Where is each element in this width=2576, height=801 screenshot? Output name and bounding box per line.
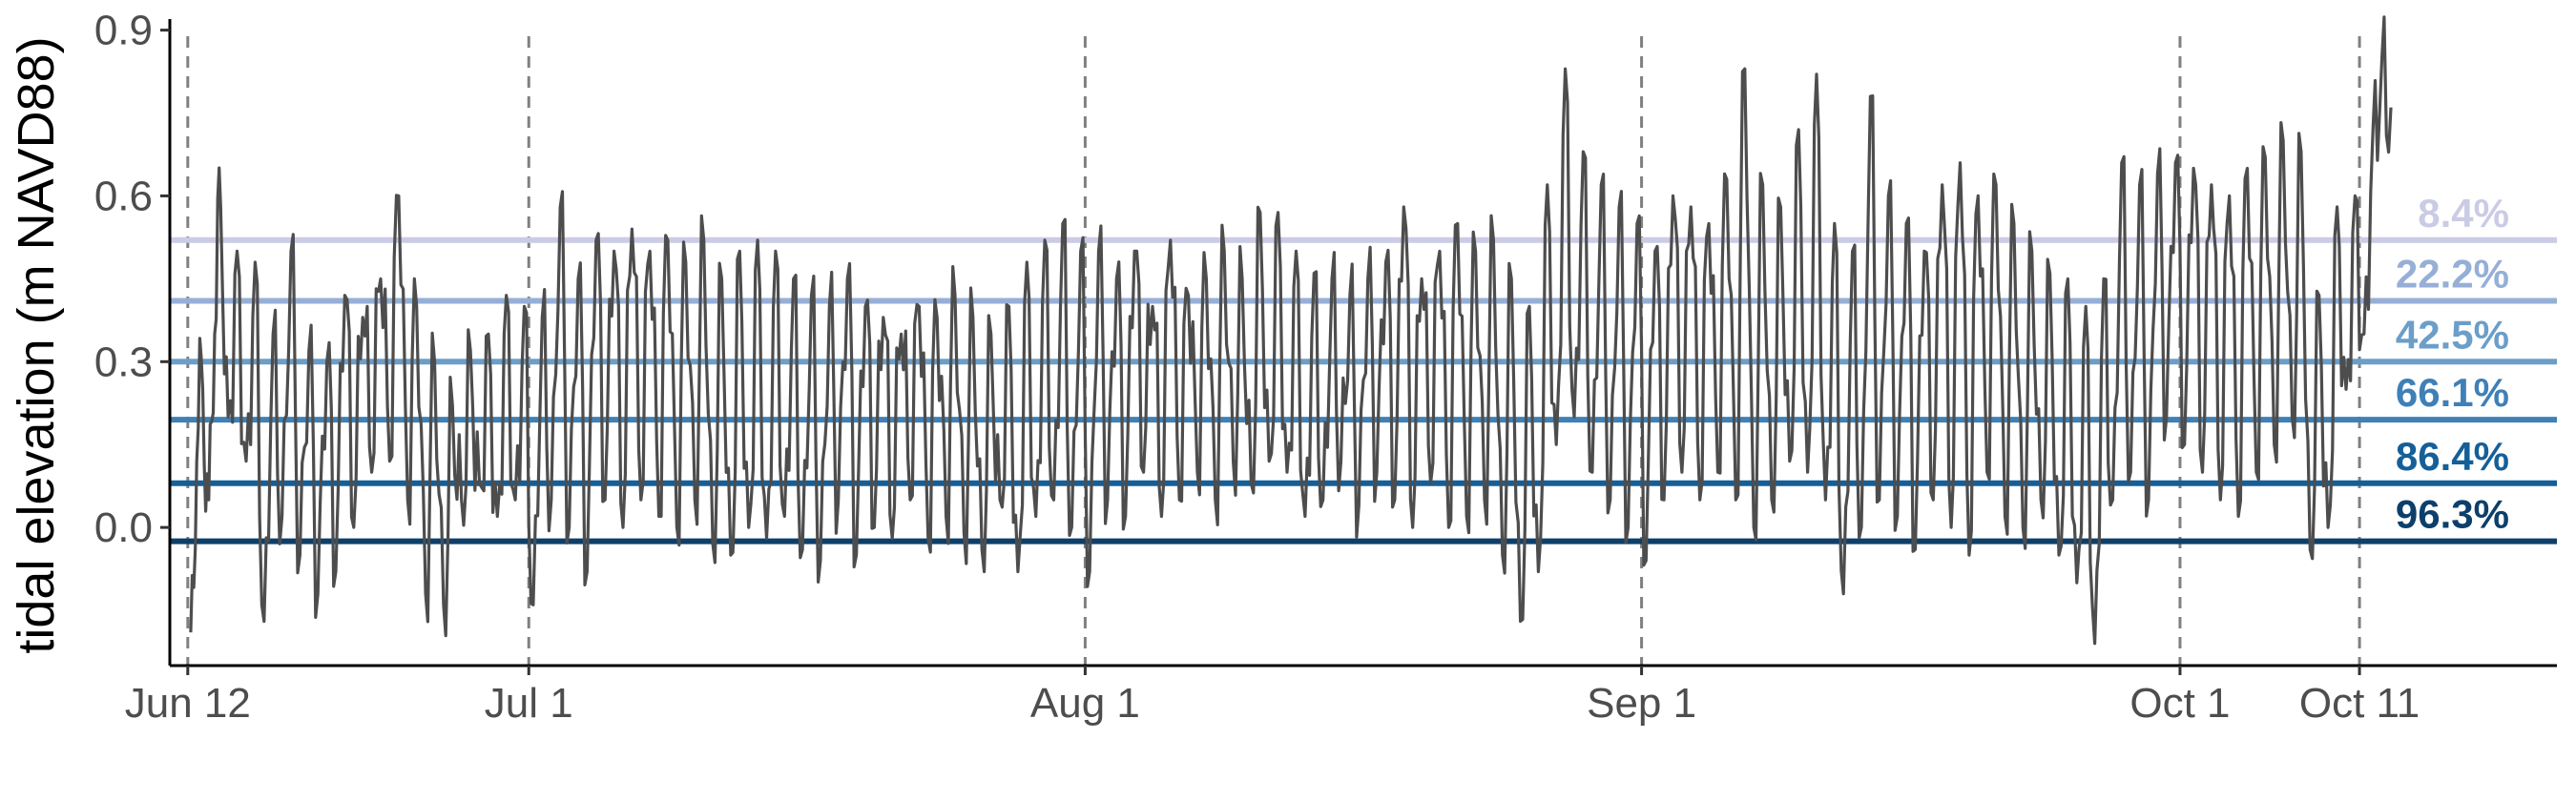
x-tick-label: Oct 1	[2129, 680, 2230, 727]
x-tick-label: Aug 1	[1030, 680, 1140, 727]
x-ticks: Jun 12 Jul 1 Aug 1 Sep 1 Oct 1 Oct 11	[125, 666, 2420, 727]
threshold-label: 86.4%	[2396, 434, 2509, 479]
threshold-label: 66.1%	[2396, 370, 2509, 415]
y-tick-label: 0.6	[94, 173, 153, 219]
threshold-label: 8.4%	[2418, 191, 2509, 236]
y-ticks: 0.0 0.3 0.6 0.9	[94, 8, 170, 551]
y-tick-label: 0.9	[94, 8, 153, 54]
x-tick-label: Jun 12	[125, 680, 251, 727]
threshold-labels: 8.4% 22.2% 42.5% 66.1% 86.4% 96.3%	[2396, 191, 2509, 537]
y-tick-label: 0.0	[94, 504, 153, 551]
threshold-label: 22.2%	[2396, 252, 2509, 297]
threshold-label: 42.5%	[2396, 312, 2509, 357]
x-tick-label: Sep 1	[1587, 680, 1696, 727]
series-layer	[189, 15, 2393, 646]
y-axis-title: tidal elevation (m NAVD88)	[8, 36, 65, 653]
tidal-elevation-series	[189, 15, 2393, 646]
x-tick-label: Jul 1	[485, 680, 573, 727]
threshold-lines	[170, 236, 2557, 544]
threshold-label: 96.3%	[2396, 492, 2509, 537]
axes	[168, 19, 2557, 668]
y-tick-label: 0.3	[94, 339, 153, 385]
x-tick-label: Oct 11	[2299, 680, 2420, 727]
